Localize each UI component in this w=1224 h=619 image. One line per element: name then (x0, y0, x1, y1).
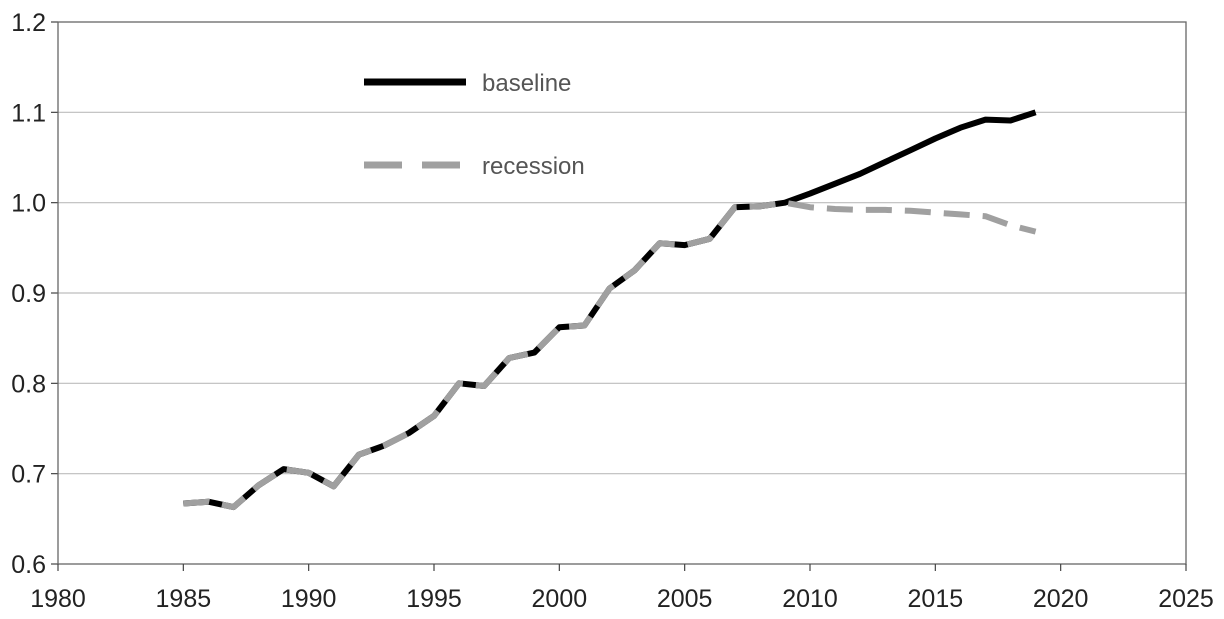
y-tick-label: 0.9 (11, 280, 46, 308)
y-tick-label: 1.2 (11, 9, 46, 37)
y-tick-label: 0.6 (11, 551, 46, 579)
axes: 0.6 0.7 0.8 0.9 1.0 1.1 1.2 1980 1985 1990 1995 200… (11, 9, 1214, 613)
y-tick-label: 1.1 (11, 99, 46, 127)
x-tick-label: 1995 (406, 585, 462, 613)
x-tick-label: 2020 (1033, 585, 1089, 613)
plot-frame (57, 21, 1187, 565)
x-tick-label: 1990 (281, 585, 337, 613)
legend-label-baseline: baseline (482, 70, 571, 97)
x-tick-label: 2010 (782, 585, 838, 613)
x-tick-label: 2015 (908, 585, 964, 613)
gridlines (58, 111, 1186, 475)
x-tick-label: 1980 (30, 585, 86, 613)
x-tick-label: 2005 (657, 585, 713, 613)
series-lines (183, 109, 1037, 511)
series-line-recession (183, 199, 1037, 511)
legend-label-recession: recession (482, 153, 585, 180)
y-tick-label: 0.7 (11, 461, 46, 489)
x-tick-label: 2025 (1158, 585, 1214, 613)
x-tick-label: 1985 (156, 585, 212, 613)
y-tick-label: 1.0 (11, 190, 46, 218)
y-tick-label: 0.8 (11, 370, 46, 398)
legend: baseline recession (364, 70, 585, 180)
x-tick-label: 2000 (532, 585, 588, 613)
